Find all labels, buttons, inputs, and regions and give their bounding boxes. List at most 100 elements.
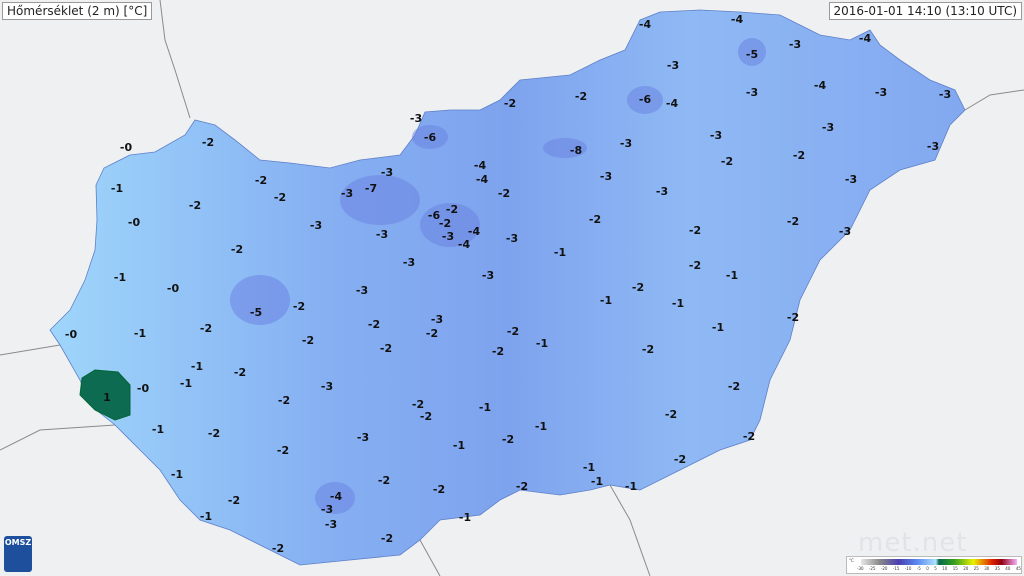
- station-value: -2: [228, 494, 240, 507]
- station-value: -2: [381, 532, 393, 545]
- station-value: -3: [356, 284, 368, 297]
- legend-tick: 15: [952, 566, 958, 571]
- station-value: -1: [479, 401, 491, 414]
- station-value: -2: [412, 398, 424, 411]
- station-value: -2: [502, 433, 514, 446]
- legend-unit: °C: [849, 558, 854, 563]
- station-value: -2: [632, 281, 644, 294]
- station-value: -2: [368, 318, 380, 331]
- station-value: -2: [302, 334, 314, 347]
- station-value: -2: [743, 430, 755, 443]
- station-value: -2: [274, 191, 286, 204]
- station-value: -2: [277, 444, 289, 457]
- omsz-logo: OMSZ: [4, 536, 32, 572]
- station-value: -2: [202, 136, 214, 149]
- timestamp: 2016-01-01 14:10 (13:10 UTC): [828, 2, 1022, 20]
- station-value: -1: [459, 511, 471, 524]
- station-value: -2: [278, 394, 290, 407]
- station-value: -3: [381, 166, 393, 179]
- legend-tick: 35: [994, 566, 1000, 571]
- station-value: 1: [103, 391, 111, 404]
- station-value: -5: [746, 48, 758, 61]
- station-value: -2: [272, 542, 284, 555]
- station-value: -4: [814, 79, 827, 92]
- station-value: -3: [325, 518, 337, 531]
- legend-tick: 45: [1015, 566, 1021, 571]
- legend-tick: -20: [880, 566, 888, 571]
- legend-tick: -25: [868, 566, 876, 571]
- station-value: -4: [468, 225, 481, 238]
- station-value: -1: [111, 182, 123, 195]
- legend-tick: 20: [963, 566, 969, 571]
- station-value: -2: [433, 483, 445, 496]
- station-value: -4: [330, 490, 343, 503]
- station-value: -3: [442, 230, 454, 243]
- station-value: -3: [431, 313, 443, 326]
- hungary-land: [49, 9, 966, 566]
- color-legend: °C -30 -25 -20 -15 -10 -5 0 5 10 15 20 25 30 35 40 45: [846, 556, 1022, 574]
- station-value: -4: [859, 32, 872, 45]
- legend-tick: -15: [892, 566, 900, 571]
- station-value: -3: [939, 88, 951, 101]
- station-value: -3: [667, 59, 679, 72]
- station-value: -2: [378, 474, 390, 487]
- station-value: -2: [208, 427, 220, 440]
- station-value: -2: [498, 187, 510, 200]
- station-value: -3: [321, 503, 333, 516]
- station-value: -4: [474, 159, 487, 172]
- station-value: -1: [712, 321, 724, 334]
- station-value: -1: [600, 294, 612, 307]
- station-value: -2: [507, 325, 519, 338]
- legend-tick: 0: [926, 566, 929, 571]
- station-value: -3: [710, 129, 722, 142]
- station-value: -3: [357, 431, 369, 444]
- station-value: -1: [114, 271, 126, 284]
- station-value: -2: [189, 199, 201, 212]
- station-value: -2: [504, 97, 516, 110]
- station-value: -1: [672, 297, 684, 310]
- station-value: -0: [65, 328, 78, 341]
- legend-colorbar: [861, 559, 1017, 565]
- station-value: -1: [152, 423, 164, 436]
- station-value: -4: [731, 13, 744, 26]
- station-value: -3: [403, 256, 415, 269]
- station-value: -4: [666, 97, 679, 110]
- station-value: -2: [439, 217, 451, 230]
- station-value: -1: [200, 510, 212, 523]
- station-value: -2: [426, 327, 438, 340]
- legend-tick: -10: [904, 566, 912, 571]
- cold-spots: [230, 38, 766, 514]
- station-value: -3: [620, 137, 632, 150]
- brand-watermark: met.net: [858, 528, 968, 558]
- station-value: -3: [789, 38, 801, 51]
- station-value: -6: [428, 209, 441, 222]
- station-value: -3: [927, 140, 939, 153]
- station-value: -1: [554, 246, 566, 259]
- legend-tick: -30: [857, 566, 864, 571]
- station-value: -5: [250, 306, 262, 319]
- station-labels: -2-0-1-2-2-0-2 -3 -7-3-3-6-2-2-4 -4-3 -4-5-3…: [65, 13, 951, 555]
- station-value: -2: [516, 480, 528, 493]
- station-value: -1: [535, 420, 547, 433]
- station-value: -2: [689, 224, 701, 237]
- station-value: -3: [822, 121, 834, 134]
- station-value: -1: [191, 360, 203, 373]
- positive-temperature-area: [79, 369, 131, 421]
- station-value: -3: [746, 86, 758, 99]
- station-value: -0: [128, 216, 141, 229]
- station-value: -1: [453, 439, 465, 452]
- station-value: -2: [689, 259, 701, 272]
- station-value: -1: [180, 377, 192, 390]
- station-value: -1: [134, 327, 146, 340]
- station-value: -4: [476, 173, 489, 186]
- legend-tick: 5: [934, 566, 937, 571]
- station-value: -2: [728, 380, 740, 393]
- station-value: -2: [674, 453, 686, 466]
- station-value: -6: [424, 131, 437, 144]
- station-value: -2: [446, 203, 458, 216]
- station-value: -2: [200, 322, 212, 335]
- station-value: -2: [793, 149, 805, 162]
- station-value: -2: [787, 311, 799, 324]
- station-value: -7: [365, 182, 377, 195]
- legend-tick: 10: [942, 566, 948, 571]
